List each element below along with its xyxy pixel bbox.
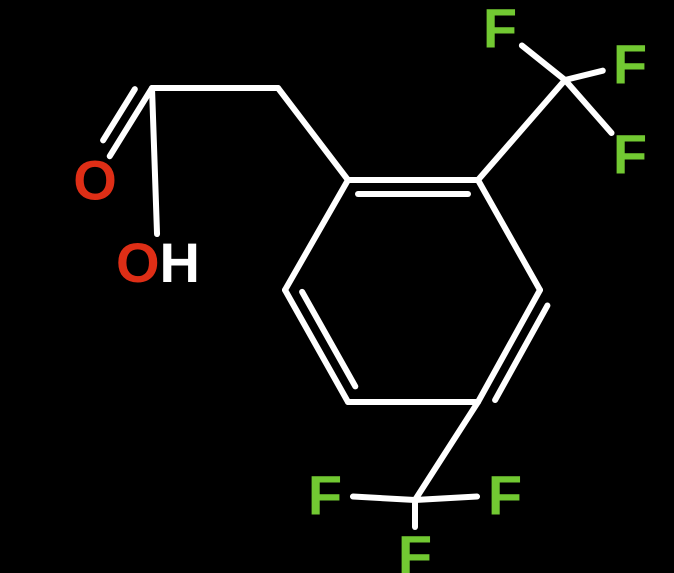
atom-label: O [73,149,117,212]
atom-label: F [613,123,647,186]
atom-label: F [613,33,647,96]
atom-label: F [483,0,517,60]
molecule-diagram: OOHFFFFFF [0,0,674,573]
atom-label: F [308,464,342,527]
atom-label: OH [116,231,200,294]
atom-label: F [398,524,432,573]
atom-label: F [488,464,522,527]
